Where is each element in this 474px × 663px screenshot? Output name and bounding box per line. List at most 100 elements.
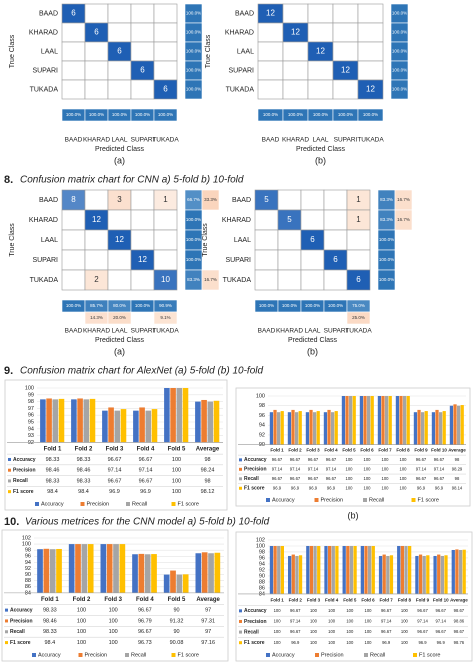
matrix-cell — [346, 229, 371, 251]
x-tick-label: TUKADA — [152, 137, 179, 144]
summary-label: 16.7% — [397, 217, 410, 222]
bar — [408, 545, 412, 594]
matrix-cell — [307, 79, 334, 100]
table-swatch — [5, 630, 8, 634]
table-row-label: F1 score — [244, 486, 265, 492]
table-row-label: Recall — [10, 629, 25, 635]
table-cell: 100 — [77, 640, 86, 646]
bar — [81, 544, 88, 593]
bar — [382, 554, 386, 594]
summary-label: 100.0% — [288, 112, 303, 117]
summary-label: 100.0% — [282, 303, 297, 308]
summary-label: 9.1% — [160, 315, 170, 320]
bar — [403, 396, 407, 445]
table-cell: 98.46 — [43, 618, 57, 624]
cell-label: 12 — [266, 9, 275, 18]
bar — [406, 396, 410, 445]
table-cell: 96.67 — [290, 608, 301, 613]
x-tick-label: Fold 5 — [168, 597, 186, 603]
table-cell: 100 — [77, 618, 86, 624]
bar — [163, 574, 170, 593]
x-tick-label: Fold 7 — [380, 597, 394, 602]
legend-swatch — [314, 498, 319, 502]
legend-swatch — [363, 498, 367, 502]
bar — [417, 409, 421, 445]
summary-label: 100.0% — [363, 112, 378, 117]
matrix-cell — [61, 22, 86, 43]
y-tick-label: 86 — [25, 584, 31, 590]
table-cell: 100 — [400, 476, 408, 481]
table-swatch — [239, 477, 242, 481]
matrix-cell — [357, 22, 384, 43]
x-tick-label: TUKADA — [152, 328, 179, 335]
table-cell: 100 — [364, 476, 372, 481]
row-label: SUPARI — [32, 67, 58, 74]
matrix-cell — [153, 3, 178, 24]
bar — [133, 410, 139, 443]
x-tick-label: Fold 6 — [361, 597, 375, 602]
y-tick-label: 92 — [259, 567, 265, 573]
matrix-cell — [357, 41, 384, 62]
cell-label: 12 — [291, 28, 300, 37]
x-tick-label: LAAL — [305, 328, 321, 335]
table-cell: 98 — [204, 457, 210, 463]
caption-text: Confusion matrix chart for AlexNet (a) 5… — [20, 366, 263, 377]
cell-label: 12 — [92, 215, 101, 224]
y-tick-label: 100 — [22, 542, 31, 548]
cell-label: 6 — [117, 47, 122, 56]
matrix-cell — [300, 269, 325, 291]
summary-label: 80.0% — [113, 303, 126, 308]
table-cell: 100 — [328, 619, 336, 624]
table-cell: 100 — [328, 629, 336, 634]
bar — [287, 412, 292, 445]
y-tick-label: 96 — [25, 554, 31, 560]
matrix-cell — [84, 249, 109, 271]
y-tick-label: 97 — [28, 406, 34, 412]
table-cell: 100 — [365, 619, 373, 624]
table-cell: 100 — [172, 489, 181, 495]
table-cell: 97.14 — [139, 468, 153, 474]
bar — [208, 553, 214, 593]
bar — [144, 554, 151, 593]
y-tick-label: 93 — [28, 433, 34, 439]
table-cell: 97.14 — [308, 466, 319, 471]
bar — [56, 548, 62, 593]
table-cell: 98.29 — [452, 466, 463, 471]
table-cell: 100 — [274, 629, 282, 634]
bar — [364, 545, 368, 594]
x-tick-label: KHARAD — [83, 137, 110, 144]
y-tick-label: 102 — [256, 537, 265, 543]
table-cell: 100 — [346, 608, 354, 613]
bar — [176, 574, 183, 593]
bar — [426, 555, 430, 594]
summary-label: 100.0% — [379, 257, 394, 262]
bar — [40, 399, 46, 443]
table-cell: 100 — [365, 640, 373, 645]
bar — [399, 396, 403, 445]
x-tick-label: Fold 8 — [398, 597, 412, 602]
matrix-cell — [153, 229, 178, 251]
summary-label: 100.0% — [66, 303, 81, 308]
x-tick-label: Fold 1 — [270, 597, 284, 602]
summary-label: 100.0% — [259, 303, 274, 308]
row-label: LAAL — [237, 48, 254, 55]
legend-label: Accuracy — [272, 652, 295, 658]
table-cell: 96.67 — [308, 457, 319, 462]
x-tick-label: BAAD — [258, 328, 276, 335]
cell-label: 1 — [356, 215, 361, 224]
table-cell: 98.67 — [454, 608, 465, 613]
summary-label: 100.0% — [328, 303, 343, 308]
bar — [120, 409, 127, 443]
bar — [170, 570, 176, 593]
bar — [460, 405, 464, 445]
matrix-cell — [307, 22, 334, 43]
y-tick-label: 92 — [28, 440, 34, 446]
table-cell: 96.67 — [435, 608, 446, 613]
table-cell: 100 — [382, 476, 390, 481]
summary-correct — [377, 269, 396, 291]
table-cell: 97.14 — [272, 466, 283, 471]
bar — [273, 545, 277, 594]
matrix-cell — [153, 209, 178, 231]
y-tick-label: 90 — [259, 442, 265, 448]
y-axis-label: True Class — [202, 223, 209, 257]
